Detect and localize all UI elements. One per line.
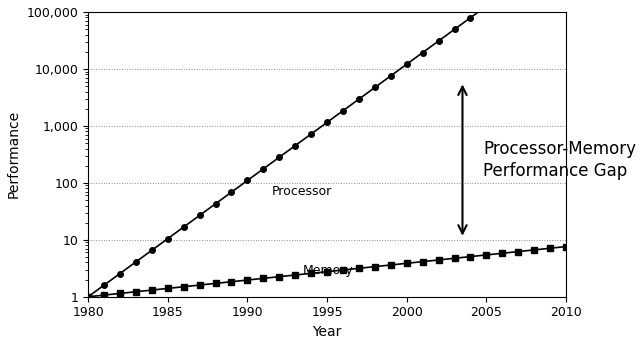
X-axis label: Year: Year: [312, 325, 342, 339]
Text: Processor: Processor: [271, 185, 332, 198]
Text: Memory: Memory: [303, 264, 354, 277]
Y-axis label: Performance: Performance: [7, 110, 21, 198]
Text: Processor-Memory
Performance Gap: Processor-Memory Performance Gap: [483, 140, 636, 180]
